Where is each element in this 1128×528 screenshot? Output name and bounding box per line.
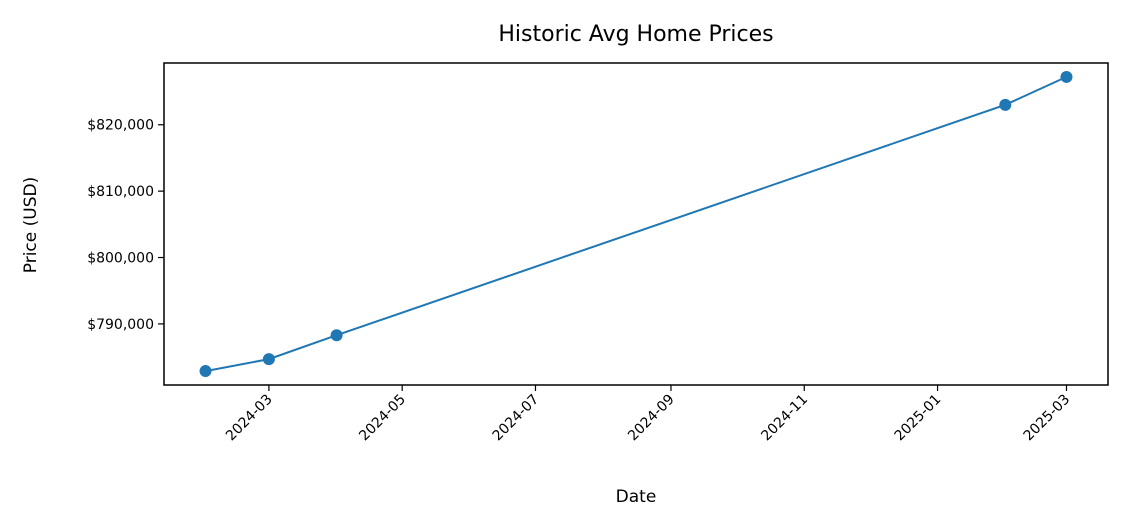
y-axis: $790,000 $800,000 $810,000 $820,000 (87, 118, 164, 333)
y-tick-label: $810,000 (87, 184, 154, 200)
plot-area-frame (163, 62, 1109, 386)
x-tick-label: 2024-03 (223, 392, 276, 445)
y-tick-label: $820,000 (87, 118, 154, 134)
x-tick-label: 2024-09 (625, 392, 678, 445)
x-axis-label: Date (616, 487, 657, 507)
data-point-marker (199, 365, 212, 378)
x-tick-label: 2025-01 (892, 392, 945, 445)
data-point-marker (262, 353, 275, 366)
y-axis-label: Price (USD) (21, 177, 41, 273)
x-tick-label: 2024-07 (490, 392, 543, 445)
data-point-marker (1060, 70, 1073, 83)
x-tick-label: 2024-11 (758, 392, 811, 445)
x-axis: 2024-03 2024-05 2024-07 2024-09 2024-11 2025-… (223, 385, 1073, 444)
y-tick-label: $800,000 (87, 251, 154, 267)
x-tick-label: 2024-05 (356, 392, 409, 445)
chart-title: Historic Avg Home Prices (498, 22, 773, 47)
data-point-marker (330, 329, 343, 342)
series-line (205, 75, 1067, 373)
series-group (199, 70, 1073, 378)
y-tick-label: $790,000 (87, 317, 154, 333)
data-point-marker (999, 98, 1012, 111)
x-tick-label: 2025-03 (1021, 392, 1074, 445)
